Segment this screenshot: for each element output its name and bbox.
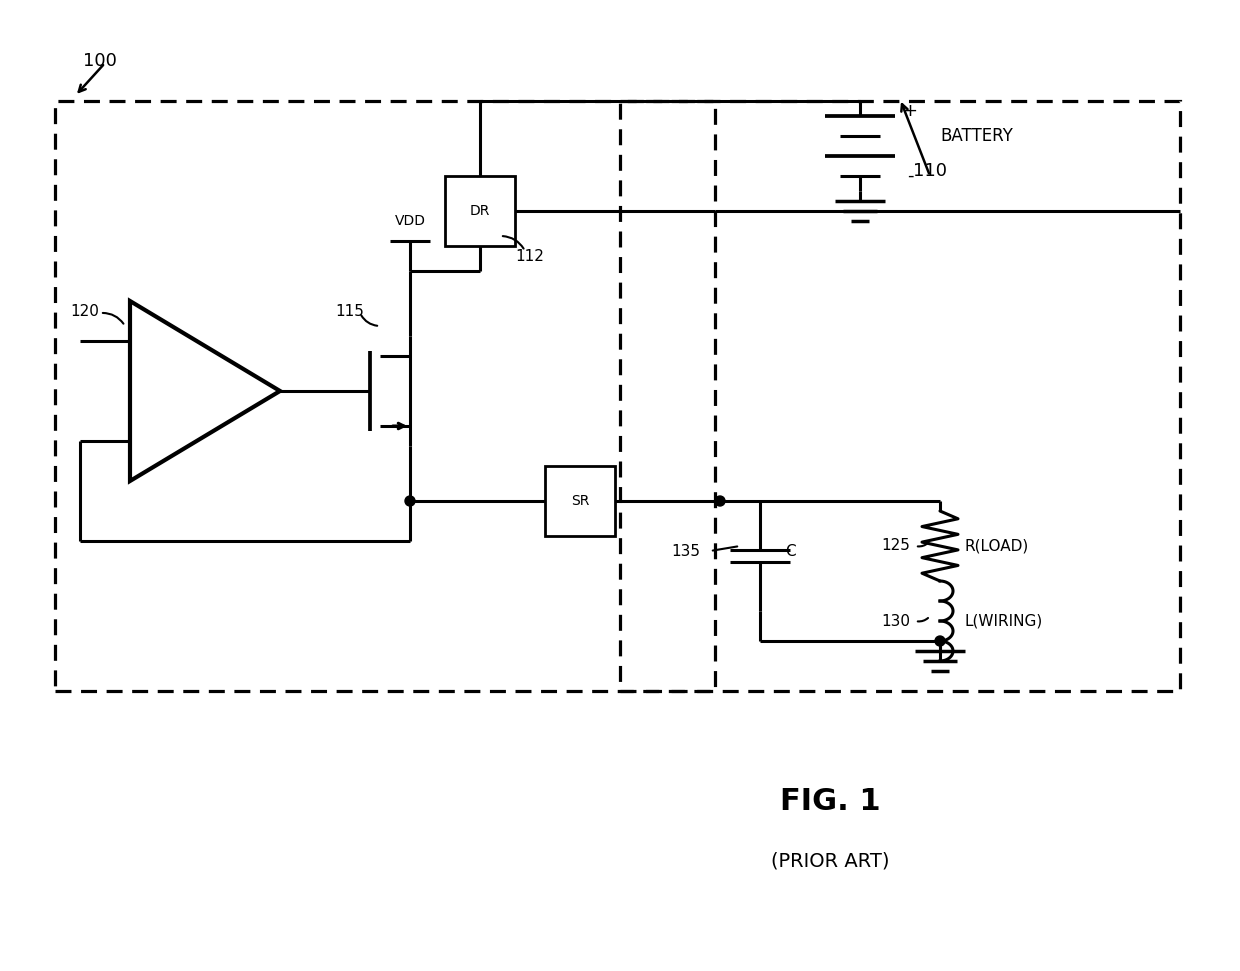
Text: C: C	[785, 544, 795, 558]
Text: 125: 125	[882, 539, 910, 553]
Text: FIG. 1: FIG. 1	[780, 787, 880, 816]
Text: SR: SR	[570, 494, 589, 508]
Text: R(LOAD): R(LOAD)	[965, 539, 1029, 553]
Text: 110: 110	[913, 162, 947, 180]
Bar	[445, 176, 515, 246]
Bar	[620, 101, 1180, 691]
Circle shape	[935, 636, 945, 646]
Circle shape	[405, 496, 415, 506]
Text: 100: 100	[83, 52, 117, 70]
Bar	[55, 101, 715, 691]
Text: 120: 120	[71, 304, 99, 318]
Text: 130: 130	[880, 614, 910, 628]
Text: VDD: VDD	[394, 214, 425, 228]
Text: 115: 115	[336, 304, 365, 318]
Circle shape	[715, 496, 725, 506]
Text: -: -	[906, 167, 913, 185]
Text: 112: 112	[516, 249, 544, 263]
Text: BATTERY: BATTERY	[940, 127, 1013, 145]
Text: 135: 135	[671, 544, 701, 558]
Text: DR: DR	[470, 204, 490, 218]
Text: +: +	[903, 102, 918, 120]
Text: L(WIRING): L(WIRING)	[965, 614, 1043, 628]
Text: (PRIOR ART): (PRIOR ART)	[771, 852, 889, 870]
Bar	[546, 466, 615, 536]
